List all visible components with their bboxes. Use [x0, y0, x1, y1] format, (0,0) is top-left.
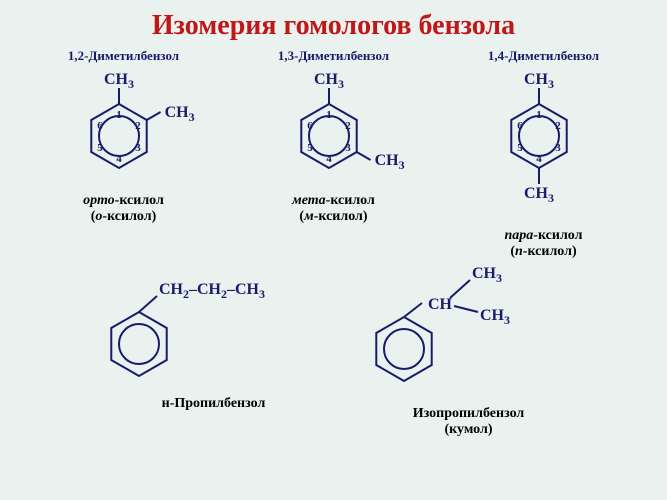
- ring-number-3: 3: [135, 142, 141, 154]
- ring-number-1: 1: [326, 109, 332, 121]
- isomer-trivial-name: мета-ксилол(м-ксилол): [292, 193, 375, 225]
- propyl-chain: CH2–CH2–CH3: [159, 281, 265, 301]
- ring-number-5: 5: [307, 142, 313, 154]
- benzene-inner-circle: [384, 329, 424, 369]
- chain-bond: [404, 303, 422, 317]
- isomer-systematic-name: 1,3-Диметилбензол: [278, 48, 389, 64]
- substituent-label-3: CH3: [374, 152, 404, 172]
- benzene-inner-circle: [519, 116, 559, 156]
- substituent-label-2: CH3: [164, 104, 194, 124]
- isomer-systematic-name: 1,4-Диметилбензол: [488, 48, 599, 64]
- structure-svg: CH2–CH2–CH3: [84, 264, 344, 394]
- ring-number-5: 5: [97, 142, 103, 154]
- molecule-row2-1: CH CH3 CH3 Изопропилбензол(кумол): [354, 264, 584, 438]
- ring-number-5: 5: [517, 142, 523, 154]
- ring-number-6: 6: [97, 120, 103, 132]
- structure-svg: 123456CH3CH3: [444, 66, 644, 226]
- ring-number-3: 3: [555, 142, 561, 154]
- isopropyl-upper-bond: [450, 280, 470, 298]
- ring-number-6: 6: [517, 120, 523, 132]
- isopropyl-upper-ch3: CH3: [472, 265, 502, 285]
- isopropyl-ch: CH: [428, 296, 453, 313]
- ring-number-4: 4: [326, 153, 332, 165]
- ring-number-2: 2: [555, 120, 561, 132]
- isomer-trivial-name: н-Пропилбензол: [162, 396, 266, 412]
- chain-bond: [139, 296, 157, 312]
- ring-number-2: 2: [345, 120, 351, 132]
- benzene-inner-circle: [99, 116, 139, 156]
- row-2: CH2–CH2–CH3 н-Пропилбензол CH CH3 CH3 Изопроп…: [0, 264, 667, 438]
- molecule-row1-2: 1,4-Диметилбензол123456CH3CH3пара-ксилол…: [444, 48, 644, 260]
- isomer-systematic-name: 1,2-Диметилбензол: [68, 48, 179, 64]
- ring-number-2: 2: [135, 120, 141, 132]
- substituent-bond-2: [146, 112, 160, 120]
- ring-number-4: 4: [116, 153, 122, 165]
- benzene-inner-circle: [309, 116, 349, 156]
- ring-number-3: 3: [345, 142, 351, 154]
- structure-svg: CH CH3 CH3: [354, 264, 584, 404]
- ring-number-4: 4: [536, 153, 542, 165]
- structure-svg: 123456CH3CH3: [234, 66, 434, 191]
- molecule-row1-0: 1,2-Диметилбензол123456CH3CH3орто-ксилол…: [24, 48, 224, 260]
- title-text: Изомерия гомологов бензола: [152, 10, 515, 41]
- isomer-trivial-name: Изопропилбензол(кумол): [413, 406, 525, 438]
- isomer-trivial-name: пара-ксилол(п-ксилол): [505, 228, 583, 260]
- structure-svg: 123456CH3CH3: [24, 66, 224, 191]
- ring-number-1: 1: [116, 109, 122, 121]
- molecule-row2-0: CH2–CH2–CH3 н-Пропилбензол: [84, 264, 344, 438]
- ring-number-6: 6: [307, 120, 313, 132]
- substituent-bond-3: [356, 152, 370, 160]
- substituent-label-4: CH3: [524, 185, 554, 205]
- ring-number-1: 1: [536, 109, 542, 121]
- row-1: 1,2-Диметилбензол 1 2 3 4 5 6 CH3 CH3 орто-ксилол…: [0, 48, 667, 260]
- isomer-trivial-name: орто-ксилол(о-ксилол): [83, 193, 164, 225]
- molecule-row1-1: 1,3-Диметилбензол123456CH3CH3мета-ксилол…: [234, 48, 434, 260]
- benzene-inner-circle: [119, 324, 159, 364]
- isopropyl-lower-bond: [454, 306, 478, 312]
- page-title: Изомерия гомологов бензола: [0, 0, 667, 48]
- isopropyl-lower-ch3: CH3: [480, 307, 510, 327]
